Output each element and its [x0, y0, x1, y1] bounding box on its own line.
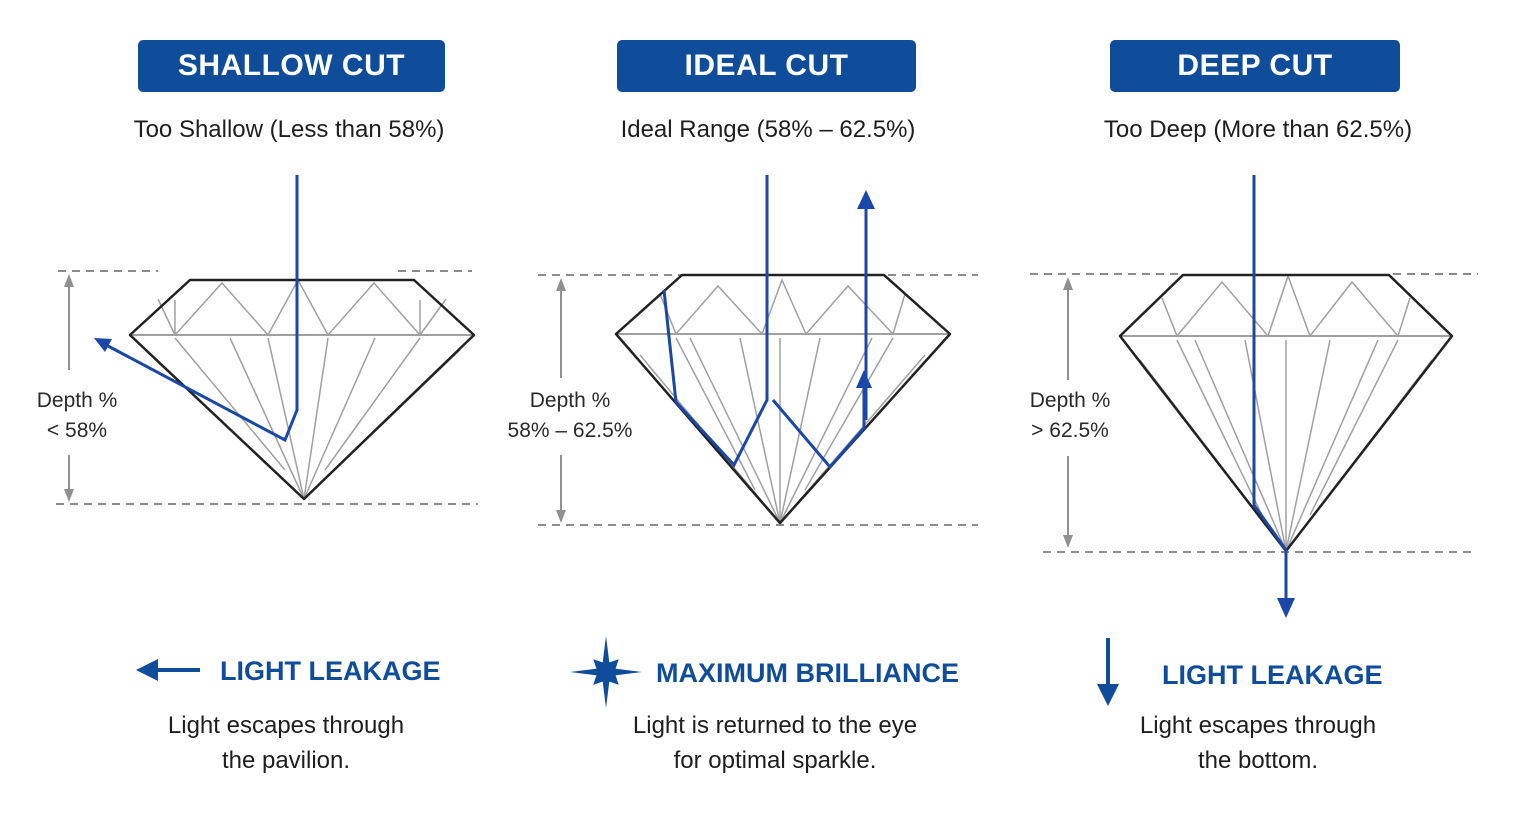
- depth-label-line2: 58% – 62.5%: [507, 419, 633, 442]
- shallow-cut-subtitle: Too Shallow (Less than 58%): [133, 116, 445, 143]
- depth-label-line2: > 62.5%: [1031, 419, 1109, 442]
- desc-line1: Light is returned to the eye: [632, 712, 918, 739]
- diamond-outline: [614, 273, 952, 525]
- diamond-facets: [130, 278, 474, 500]
- panel-shallow-cut: SHALLOW CUT Too Shallow (Less than 58%): [32, 0, 540, 814]
- down-arrow-icon: [1097, 638, 1119, 706]
- left-arrow-icon: [136, 659, 200, 681]
- diamond-facets: [1120, 273, 1452, 552]
- depth-label-line1: Depth %: [1029, 389, 1111, 412]
- shallow-depth-label: Depth % < 58%: [32, 386, 122, 446]
- ideal-cut-subtitle: Ideal Range (58% – 62.5%): [620, 116, 916, 143]
- deep-cut-subtitle: Too Deep (More than 62.5%): [1103, 116, 1413, 143]
- depth-guide-lines: [1030, 273, 1478, 553]
- ideal-depth-label: Depth % 58% – 62.5%: [500, 386, 640, 446]
- desc-line1: Light escapes through: [167, 712, 405, 739]
- desc-line2: the bottom.: [1197, 747, 1319, 774]
- shallow-diamond-diagram: [56, 175, 478, 505]
- shallow-cut-title-badge: SHALLOW CUT: [138, 40, 445, 92]
- deep-cut-title-badge: DEEP CUT: [1110, 40, 1400, 92]
- desc-line1: Light escapes through: [1139, 712, 1377, 739]
- desc-line2: the pavilion.: [221, 747, 351, 774]
- ideal-cut-title-badge: IDEAL CUT: [617, 40, 916, 92]
- light-ray: [1252, 175, 1288, 598]
- deep-outcome-description: Light escapes through the bottom.: [1108, 708, 1408, 778]
- depth-arrow: [556, 278, 566, 523]
- light-ray: [662, 175, 868, 470]
- deep-depth-label: Depth % > 62.5%: [1016, 386, 1124, 446]
- light-ray-arrowhead: [1277, 598, 1295, 618]
- depth-guide-lines: [56, 270, 478, 505]
- light-ray-arrowhead-upper: [857, 190, 875, 209]
- depth-label-line2: < 58%: [46, 419, 108, 442]
- depth-label-line1: Depth %: [529, 389, 611, 412]
- depth-label-line1: Depth %: [36, 389, 118, 412]
- light-ray: [107, 175, 299, 443]
- shallow-outcome-title: LIGHT LEAKAGE: [220, 656, 441, 686]
- panel-ideal-cut: IDEAL CUT Ideal Range (58% – 62.5%): [500, 0, 1018, 814]
- deep-diamond-diagram: [1030, 175, 1478, 618]
- light-ray-arrowhead: [94, 338, 112, 352]
- diamond-outline: [1118, 273, 1454, 553]
- desc-line2: for optimal sparkle.: [673, 747, 877, 774]
- shallow-outcome-description: Light escapes through the pavilion.: [136, 708, 436, 778]
- sparkle-icon: [570, 636, 642, 708]
- diamond-outline: [128, 278, 476, 501]
- depth-arrow: [64, 274, 74, 502]
- ideal-outcome-title: MAXIMUM BRILLIANCE: [656, 658, 959, 688]
- panel-deep-cut: DEEP CUT Too Deep (More than 62.5%): [1008, 0, 1508, 814]
- depth-guide-lines: [538, 274, 978, 526]
- depth-arrow: [1063, 277, 1073, 548]
- ideal-outcome-description: Light is returned to the eye for optimal…: [600, 708, 950, 778]
- ideal-diamond-diagram: [538, 175, 978, 526]
- light-ray-arrowhead-lower: [856, 370, 872, 388]
- deep-outcome-title: LIGHT LEAKAGE: [1162, 660, 1383, 690]
